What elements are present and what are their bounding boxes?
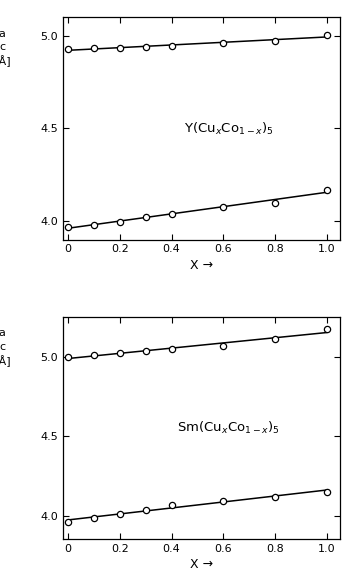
Y-axis label: a
c
[Å]: a c [Å] (0, 28, 10, 67)
Text: Y(Cu$_x$Co$_{1-x}$)$_5$: Y(Cu$_x$Co$_{1-x}$)$_5$ (184, 121, 274, 136)
Text: Sm(Cu$_x$Co$_{1-x}$)$_5$: Sm(Cu$_x$Co$_{1-x}$)$_5$ (177, 420, 280, 436)
X-axis label: X →: X → (190, 559, 213, 571)
Y-axis label: a
c
[Å]: a c [Å] (0, 328, 10, 367)
X-axis label: X →: X → (190, 259, 213, 271)
